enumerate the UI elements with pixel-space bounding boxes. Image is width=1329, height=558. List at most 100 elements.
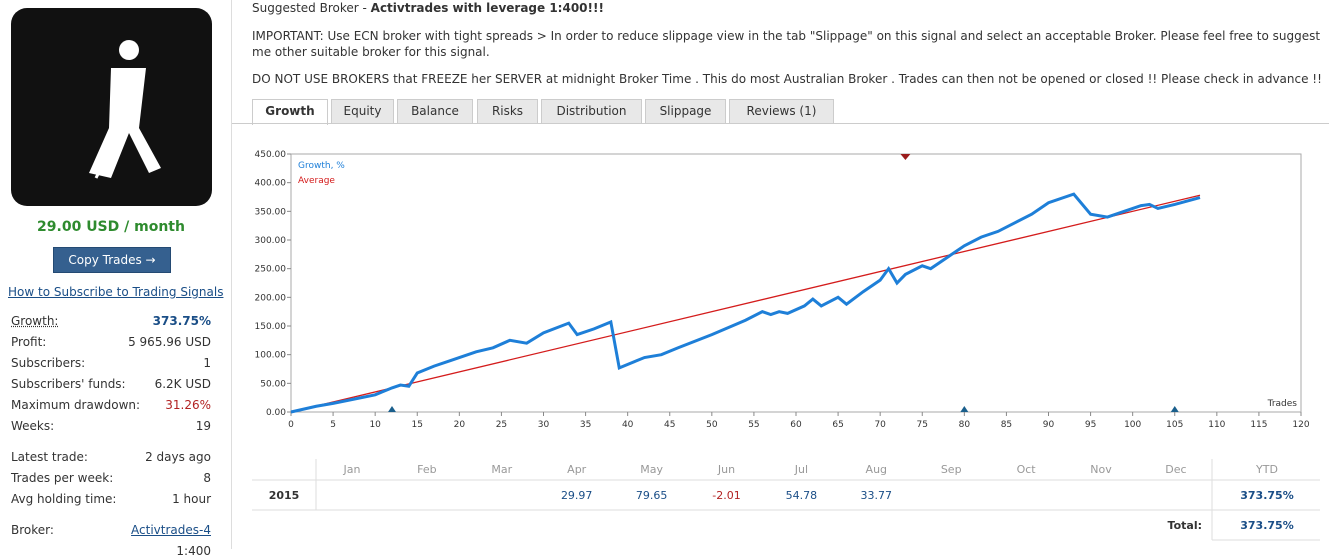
- tab[interactable]: Risks: [477, 99, 538, 123]
- x-tick-label: 10: [369, 420, 381, 430]
- month-header: Feb: [417, 463, 436, 476]
- x-tick-label: 95: [1085, 420, 1096, 430]
- sidebar-border: [231, 0, 232, 549]
- plot-area: [290, 153, 1302, 413]
- legend-entry: Growth, %: [298, 161, 345, 171]
- broker-name: Activtrades with leverage 1:400!!!: [370, 1, 604, 15]
- y-tick-label: 100.00: [255, 351, 287, 361]
- note: DO NOT USE BROKERS that FREEZE her SERVE…: [252, 72, 1322, 86]
- stat-label: Subscribers' funds:: [11, 377, 126, 391]
- y-tick-label: 400.00: [255, 179, 287, 189]
- x-tick-label: 20: [454, 420, 466, 430]
- month-header: Dec: [1165, 463, 1186, 476]
- tab[interactable]: Equity: [331, 99, 394, 123]
- price: 29.00 USD / month: [37, 219, 185, 235]
- total-label: Total:: [1168, 519, 1202, 532]
- x-tick-label: 100: [1124, 420, 1141, 430]
- year: 2015: [269, 489, 300, 502]
- month-header: Jan: [343, 463, 361, 476]
- x-tick-label: 5: [330, 420, 336, 430]
- x-tick-label: 60: [790, 420, 802, 430]
- month-value: 54.78: [786, 489, 818, 502]
- x-tick-label: 50: [706, 420, 718, 430]
- stat-label: Broker:: [11, 523, 54, 537]
- stat-label: Trades per week:: [11, 471, 114, 485]
- stat-value[interactable]: Activtrades-4: [131, 523, 211, 537]
- x-tick-label: 115: [1250, 420, 1267, 430]
- stat-label: Maximum drawdown:: [11, 398, 141, 412]
- stat-label: Weeks:: [11, 419, 55, 433]
- y-tick-label: 450.00: [255, 150, 287, 160]
- x-tick-label: 40: [622, 420, 634, 430]
- month-header: Mar: [491, 463, 512, 476]
- stat-value: 19: [195, 419, 211, 433]
- x-tick-label: 55: [748, 420, 759, 430]
- y-tick-label: 350.00: [255, 207, 287, 217]
- month-value: 29.97: [561, 489, 593, 502]
- x-tick-label: 80: [959, 420, 971, 430]
- stat-value: 31.26%: [165, 398, 211, 412]
- subscribe-link[interactable]: How to Subscribe to Trading Signals: [8, 285, 224, 299]
- stat-value: 373.75%: [152, 314, 211, 328]
- stat-value: 1 hour: [172, 492, 211, 506]
- tab[interactable]: Growth: [252, 99, 328, 125]
- stat-label: Growth:: [11, 314, 59, 328]
- month-header: Aug: [866, 463, 887, 476]
- stat-value: 1: [203, 356, 211, 370]
- tab[interactable]: Slippage: [645, 99, 726, 123]
- x-tick-label: 0: [288, 420, 294, 430]
- y-tick-label: 50.00: [260, 379, 286, 389]
- month-header: Apr: [567, 463, 587, 476]
- deal-marker: [900, 154, 911, 160]
- tab[interactable]: Reviews (1): [729, 99, 834, 123]
- month-value: -2.01: [712, 489, 740, 502]
- logo: [11, 8, 212, 206]
- tab[interactable]: Balance: [397, 99, 473, 123]
- deal-marker: [388, 406, 396, 412]
- x-tick-label: 105: [1166, 420, 1183, 430]
- month-header: Oct: [1017, 463, 1037, 476]
- stat-value: 6.2K USD: [154, 377, 211, 391]
- broker-line: Suggested Broker - Activtrades with leve…: [252, 1, 604, 15]
- y-tick-label: 0.00: [266, 408, 286, 418]
- tab[interactable]: Distribution: [541, 99, 642, 123]
- stat-label: Profit:: [11, 335, 47, 349]
- stat-label: Subscribers:: [11, 356, 86, 370]
- stat-label: Latest trade:: [11, 450, 88, 464]
- x-tick-label: 25: [496, 420, 507, 430]
- month-header: Jun: [717, 463, 735, 476]
- x-tick-label: 65: [832, 420, 843, 430]
- series-line: [290, 194, 1201, 413]
- x-axis-label: Trades: [1267, 399, 1298, 409]
- copy-button[interactable]: Copy Trades →: [53, 247, 171, 273]
- x-tick-label: 75: [917, 420, 928, 430]
- month-value: 79.65: [636, 489, 668, 502]
- stat-value: 2 days ago: [145, 450, 211, 464]
- logo-figure: [89, 40, 161, 179]
- x-tick-label: 30: [538, 420, 550, 430]
- stat-value: 5 965.96 USD: [128, 335, 211, 349]
- x-tick-label: 35: [580, 420, 591, 430]
- deal-marker: [1170, 406, 1179, 412]
- x-tick-label: 85: [1001, 420, 1012, 430]
- month-header: Sep: [941, 463, 962, 476]
- ytd-value: 373.75%: [1240, 489, 1293, 502]
- series-line: [290, 192, 1201, 414]
- ytd-header: YTD: [1255, 463, 1278, 476]
- y-tick-label: 250.00: [255, 265, 287, 275]
- month-header: Nov: [1090, 463, 1112, 476]
- y-tick-label: 200.00: [255, 293, 287, 303]
- month-header: Jul: [794, 463, 808, 476]
- month-value: 33.77: [861, 489, 893, 502]
- stat-label: Avg holding time:: [11, 492, 117, 506]
- y-tick-label: 300.00: [255, 236, 287, 246]
- legend-entry: Average: [298, 176, 335, 186]
- month-header: May: [640, 463, 663, 476]
- x-tick-label: 120: [1292, 420, 1309, 430]
- x-tick-label: 70: [874, 420, 886, 430]
- note: IMPORTANT: Use ECN broker with tight spr…: [252, 29, 1321, 59]
- deal-marker: [960, 406, 969, 412]
- x-tick-label: 15: [412, 420, 423, 430]
